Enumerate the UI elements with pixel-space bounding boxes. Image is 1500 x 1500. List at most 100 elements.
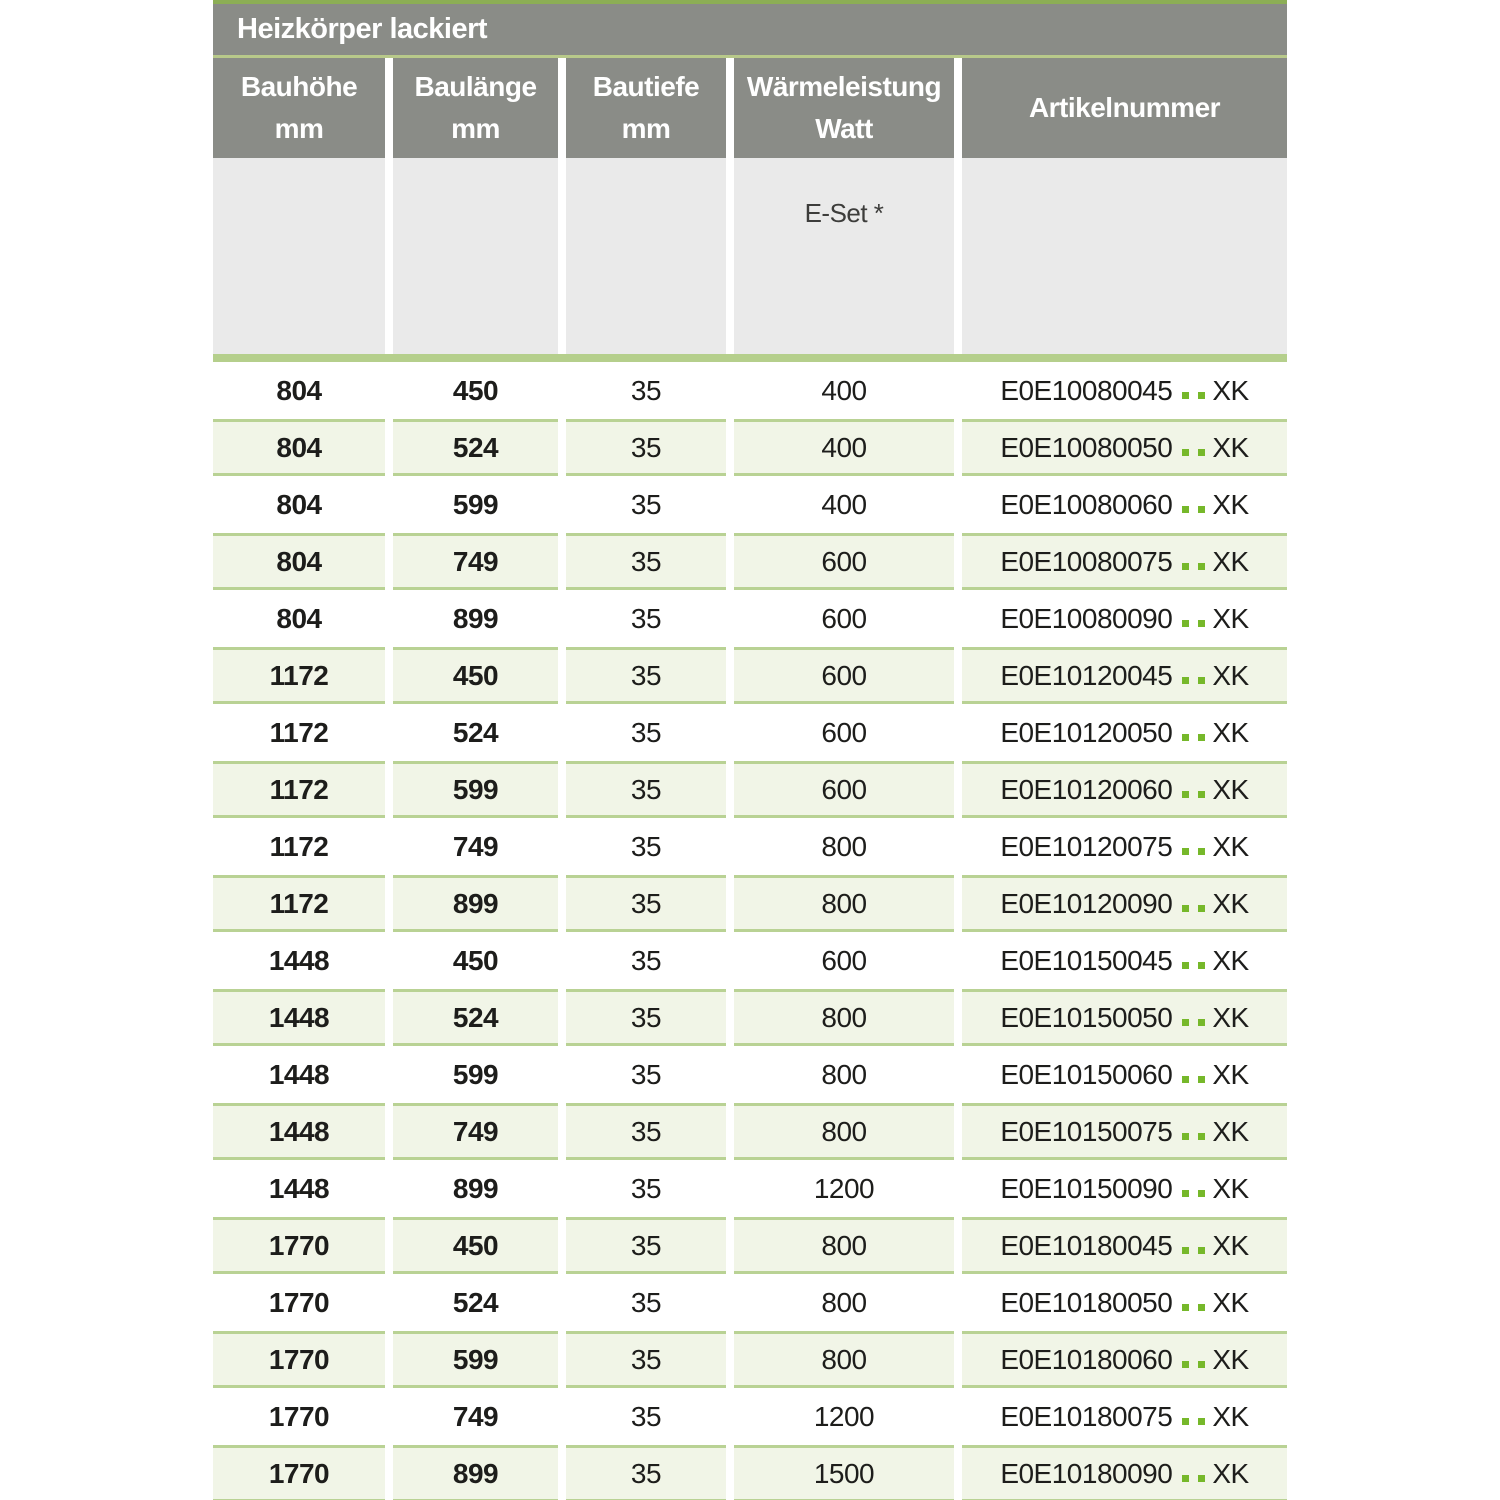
cell-baulaenge: 899 xyxy=(393,875,558,932)
artikel-placeholder-dots-icon xyxy=(1182,1230,1206,1262)
artikel-suffix: XK xyxy=(1212,1172,1249,1204)
artikel-prefix: E0E10150090 xyxy=(1000,1172,1173,1204)
artikel-suffix: XK xyxy=(1212,716,1249,748)
cell-artikelnummer: E0E10150090 XK xyxy=(962,1160,1287,1217)
cell-bautiefe: 35 xyxy=(566,761,726,818)
artikelnummer: E0E10120045 XK xyxy=(1000,659,1249,692)
artikelnummer: E0E10180075 XK xyxy=(1000,1400,1249,1433)
cell-baulaenge: 599 xyxy=(393,1331,558,1388)
artikelnummer: E0E10150090 XK xyxy=(1000,1172,1249,1205)
cell-bautiefe: 35 xyxy=(566,1331,726,1388)
cell-baulaenge: 450 xyxy=(452,944,499,976)
artikel-suffix: XK xyxy=(1212,488,1249,520)
cell-baulaenge: 450 xyxy=(393,647,558,704)
cell-bauhoehe: 1448 xyxy=(268,1172,330,1204)
column-header-row: Bauhöhe mm Baulänge mm Bautiefe mm Wärme… xyxy=(213,58,1287,158)
artikel-placeholder-dots-icon xyxy=(1182,603,1206,635)
column-header-label: Artikelnummer xyxy=(1028,92,1221,123)
cell-bauhoehe: 1770 xyxy=(213,1217,385,1274)
cell-artikelnummer: E0E10150045 XK xyxy=(962,932,1287,989)
table-row: 1172 899 35 800 E0E10120090 XK xyxy=(213,875,1287,932)
cell-waermeleistung: 800 xyxy=(734,1331,954,1388)
artikel-prefix: E0E10150075 xyxy=(1000,1115,1173,1147)
column-header-unit: mm xyxy=(274,113,324,144)
cell-bautiefe: 35 xyxy=(566,533,726,590)
cell-baulaenge: 899 xyxy=(452,602,499,634)
artikel-placeholder-dots-icon xyxy=(1182,1116,1206,1148)
cell-bauhoehe: 1770 xyxy=(213,1331,385,1388)
artikel-prefix: E0E10150060 xyxy=(1000,1058,1173,1090)
cell-bauhoehe: 804 xyxy=(276,488,322,520)
cell-bautiefe: 35 xyxy=(630,830,662,862)
cell-baulaenge: 524 xyxy=(452,1286,499,1318)
artikelnummer: E0E10080090 XK xyxy=(1000,602,1249,635)
artikelnummer: E0E10180045 XK xyxy=(1000,1230,1249,1262)
column-header-baulaenge: Baulänge mm xyxy=(393,58,558,158)
column-header-bauhoehe: Bauhöhe mm xyxy=(213,58,385,158)
artikelnummer: E0E10150045 XK xyxy=(1000,945,1249,977)
cell-baulaenge: 599 xyxy=(452,488,499,520)
artikel-placeholder-dots-icon xyxy=(1182,1173,1206,1205)
column-header-label: Wärmeleistung xyxy=(746,71,942,102)
column-header-bautiefe: Bautiefe mm xyxy=(566,58,726,158)
cell-artikelnummer: E0E10120090 XK xyxy=(962,875,1287,932)
cell-bauhoehe: 1172 xyxy=(269,716,329,748)
artikel-suffix: XK xyxy=(1212,374,1249,406)
artikel-prefix: E0E10080050 xyxy=(1000,431,1173,463)
artikel-suffix: XK xyxy=(1212,1343,1249,1375)
cell-artikelnummer: E0E10150060 XK xyxy=(962,1046,1287,1103)
title-underline xyxy=(213,55,1287,58)
table-row: 1770 524 35 800 E0E10180050 XK xyxy=(213,1274,1287,1331)
cell-bautiefe: 35 xyxy=(630,374,662,406)
artikel-prefix: E0E10080090 xyxy=(1000,602,1173,634)
cell-waermeleistung: 800 xyxy=(734,1103,954,1160)
cell-artikelnummer: E0E10120075 XK xyxy=(962,818,1287,875)
cell-waermeleistung: 600 xyxy=(821,944,867,976)
cell-artikelnummer: E0E10080060 XK xyxy=(962,476,1287,533)
cell-waermeleistung: 1200 xyxy=(813,1400,875,1432)
artikel-prefix: E0E10120090 xyxy=(1000,887,1173,919)
cell-waermeleistung: 600 xyxy=(734,533,954,590)
artikel-suffix: XK xyxy=(1212,545,1249,577)
table-row: 1172 450 35 600 E0E10120045 XK xyxy=(213,647,1287,704)
cell-bauhoehe: 804 xyxy=(276,602,322,634)
cell-bauhoehe: 1448 xyxy=(268,944,330,976)
artikel-suffix: XK xyxy=(1212,659,1249,691)
cell-artikelnummer: E0E10080075 XK xyxy=(962,533,1287,590)
subheader-row: E-Set * xyxy=(213,158,1287,354)
table-row: 804 599 35 400 E0E10080060 XK xyxy=(213,476,1287,533)
artikel-suffix: XK xyxy=(1212,1001,1249,1033)
cell-waermeleistung: 800 xyxy=(734,1217,954,1274)
table-row: 804 524 35 400 E0E10080050 XK xyxy=(213,419,1287,476)
cell-baulaenge: 599 xyxy=(393,761,558,818)
column-header-waermeleistung: Wärmeleistung Watt xyxy=(734,58,954,158)
artikelnummer: E0E10150060 XK xyxy=(1000,1058,1249,1091)
cell-bautiefe: 35 xyxy=(630,944,662,976)
cell-bautiefe: 35 xyxy=(630,716,662,748)
cell-baulaenge: 450 xyxy=(452,374,499,406)
artikel-prefix: E0E10180050 xyxy=(1000,1286,1173,1318)
artikel-placeholder-dots-icon xyxy=(1182,1059,1206,1091)
artikelnummer: E0E10080075 XK xyxy=(1000,545,1249,578)
table-row: 1770 450 35 800 E0E10180045 XK xyxy=(213,1217,1287,1274)
cell-baulaenge: 599 xyxy=(452,1058,499,1090)
artikel-prefix: E0E10080075 xyxy=(1000,545,1173,577)
artikel-suffix: XK xyxy=(1212,431,1249,463)
artikel-placeholder-dots-icon xyxy=(1182,888,1206,920)
table-row: 804 450 35 400 E0E10080045 XK xyxy=(213,362,1287,419)
cell-bauhoehe: 1770 xyxy=(268,1400,330,1432)
artikel-prefix: E0E10080060 xyxy=(1000,488,1173,520)
table-row: 1770 749 35 1200 E0E10180075 XK xyxy=(213,1388,1287,1445)
cell-waermeleistung: 800 xyxy=(734,989,954,1046)
table-row: 1172 524 35 600 E0E10120050 XK xyxy=(213,704,1287,761)
cell-baulaenge: 749 xyxy=(393,1103,558,1160)
cell-artikelnummer: E0E10180060 XK xyxy=(962,1331,1287,1388)
artikel-placeholder-dots-icon xyxy=(1182,1344,1206,1376)
cell-bauhoehe: 1172 xyxy=(269,830,329,862)
cell-artikelnummer: E0E10180045 XK xyxy=(962,1217,1287,1274)
artikel-placeholder-dots-icon xyxy=(1182,1002,1206,1034)
cell-bauhoehe: 1770 xyxy=(213,1445,385,1500)
artikel-suffix: XK xyxy=(1212,1400,1249,1432)
eset-label: E-Set * xyxy=(804,198,884,228)
cell-artikelnummer: E0E10150075 XK xyxy=(962,1103,1287,1160)
